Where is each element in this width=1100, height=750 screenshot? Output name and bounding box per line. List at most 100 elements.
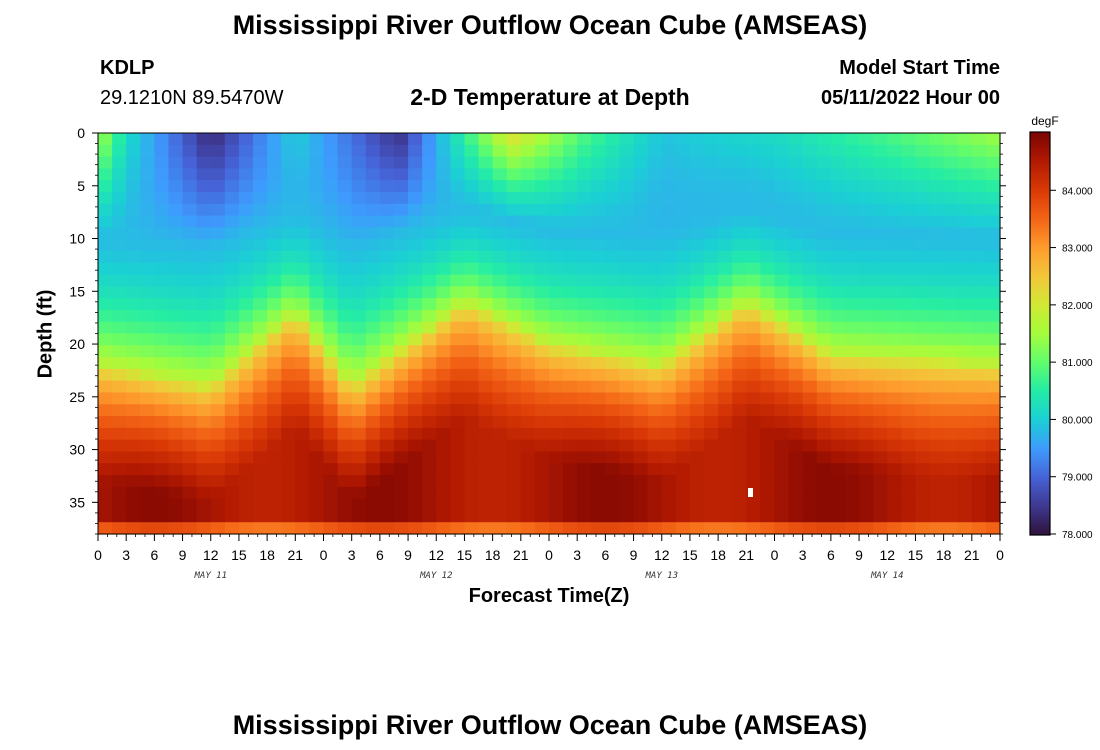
heatmap-cell — [760, 522, 776, 535]
heatmap-cell — [591, 168, 606, 181]
heatmap-cell — [253, 191, 268, 205]
colorbar-tick-label: 83.000 — [1062, 244, 1093, 255]
heatmap-cell — [591, 156, 606, 169]
heatmap-cell — [365, 168, 381, 181]
heatmap-cell — [520, 404, 536, 417]
heatmap-cell — [605, 309, 621, 323]
heatmap-cell — [154, 133, 170, 146]
heatmap-cell — [379, 227, 395, 240]
heatmap-cell — [563, 439, 578, 453]
heatmap-cell — [675, 368, 691, 382]
heatmap-cell — [675, 522, 691, 535]
heatmap-cell — [675, 180, 691, 193]
heatmap-cell — [605, 168, 621, 181]
heatmap-cell — [337, 168, 353, 181]
heatmap-cell — [619, 286, 635, 299]
chart-subtitle: 2-D Temperature at Depth — [410, 84, 690, 110]
heatmap-cell — [450, 191, 466, 205]
heatmap-cell — [844, 144, 860, 158]
heatmap-cell — [464, 203, 480, 217]
heatmap-cell — [732, 156, 747, 169]
heatmap-cell — [675, 357, 691, 370]
heatmap-cell — [126, 203, 141, 217]
heatmap-cell — [563, 144, 578, 158]
heatmap-cell — [98, 321, 113, 335]
heatmap-cell — [436, 357, 451, 370]
heatmap-cell — [126, 498, 141, 512]
heatmap-cell — [577, 427, 592, 441]
heatmap-cell — [422, 345, 437, 358]
heatmap-cell — [478, 439, 494, 453]
heatmap-cell — [774, 156, 790, 169]
heatmap-cell — [168, 475, 184, 488]
heatmap-cell — [943, 345, 959, 358]
heatmap-cell — [633, 133, 649, 146]
heatmap-cells — [98, 133, 1001, 535]
heatmap-cell — [309, 309, 325, 323]
heatmap-cell — [844, 191, 860, 205]
heatmap-cell — [98, 357, 113, 370]
heatmap-cell — [112, 498, 127, 512]
x-tick-label: 3 — [799, 547, 807, 563]
day-label: MAY 12 — [419, 571, 453, 581]
x-tick-label: 9 — [630, 547, 638, 563]
heatmap-cell — [253, 239, 268, 252]
heatmap-cell — [774, 427, 790, 441]
heatmap-cell — [563, 333, 578, 346]
heatmap-cell — [957, 392, 973, 405]
heatmap-cell — [295, 286, 310, 299]
heatmap-cell — [718, 333, 733, 346]
heatmap-cell — [689, 168, 705, 181]
heatmap-cell — [873, 215, 888, 228]
heatmap-cell — [534, 510, 550, 523]
heatmap-cell — [295, 463, 310, 476]
heatmap-cell — [661, 203, 677, 217]
heatmap-cell — [985, 321, 1001, 335]
heatmap-cell — [760, 298, 776, 311]
heatmap-cell — [816, 463, 832, 476]
heatmap-cell — [661, 439, 677, 453]
heatmap-cell — [774, 133, 790, 146]
heatmap-cell — [943, 191, 959, 205]
heatmap-cell — [436, 475, 451, 488]
heatmap-cell — [295, 191, 310, 205]
heatmap-cell — [534, 262, 550, 276]
heatmap-cell — [605, 486, 621, 500]
heatmap-cell — [506, 298, 522, 311]
x-tick-label: 21 — [739, 547, 755, 563]
heatmap-cell — [281, 168, 296, 181]
heatmap-cell — [633, 404, 649, 417]
heatmap-cell — [971, 144, 987, 158]
heatmap-cell — [492, 239, 508, 252]
heatmap-cell — [182, 133, 198, 146]
heatmap-cell — [450, 156, 466, 169]
heatmap-cell — [408, 215, 423, 228]
heatmap-cell — [619, 357, 635, 370]
heatmap-cell — [464, 227, 480, 240]
heatmap-cell — [323, 463, 339, 476]
heatmap-cell — [520, 368, 536, 382]
heatmap-cell — [323, 215, 339, 228]
heatmap-cell — [661, 416, 677, 429]
heatmap-cell — [436, 463, 451, 476]
heatmap-cell — [365, 298, 381, 311]
heatmap-cell — [957, 286, 973, 299]
heatmap-cell — [182, 180, 198, 193]
heatmap-cell — [112, 298, 127, 311]
heatmap-cell — [379, 333, 395, 346]
heatmap-cell — [704, 368, 719, 382]
heatmap-cell — [971, 309, 987, 323]
heatmap-cell — [492, 522, 508, 535]
heatmap-cell — [238, 463, 254, 476]
heatmap-cell — [337, 510, 353, 523]
heatmap-cell — [281, 203, 296, 217]
heatmap-cell — [520, 486, 536, 500]
heatmap-cell — [577, 227, 592, 240]
heatmap-cell — [210, 416, 226, 429]
heatmap-cell — [238, 439, 254, 453]
heatmap-cell — [619, 144, 635, 158]
heatmap-cell — [732, 392, 747, 405]
heatmap-cell — [520, 510, 536, 523]
heatmap-cell — [788, 451, 804, 464]
heatmap-cell — [985, 463, 1001, 476]
